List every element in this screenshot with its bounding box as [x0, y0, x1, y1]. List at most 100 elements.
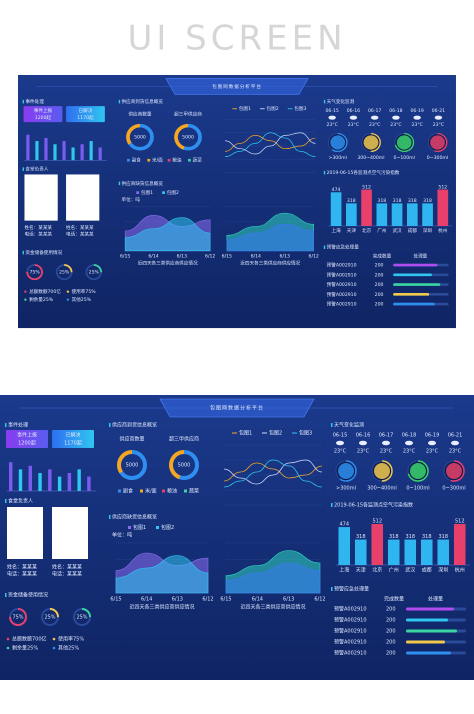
- legend-label: 总额数额700亿: [12, 636, 47, 643]
- x-tick-label: 天津: [356, 567, 366, 574]
- section-marker: [22, 99, 25, 104]
- legend-label: 副食: [132, 157, 142, 164]
- section-title: 2019-06-15各监测点空气污染指数: [334, 502, 413, 509]
- person-info: 电话：某某某: [66, 231, 94, 238]
- x-tick-label: 深圳: [423, 227, 433, 234]
- legend-label: 包图1: [239, 105, 251, 112]
- ring-arc: [327, 132, 348, 153]
- legend-label: 包图3: [294, 105, 306, 112]
- x-tick-label: 深圳: [438, 567, 448, 574]
- section-title: 供应商到货信息概览: [112, 422, 157, 429]
- person-photo: [66, 174, 100, 221]
- trend-line: [223, 462, 323, 482]
- value-label: 318: [423, 198, 432, 204]
- ring-arc: [335, 460, 357, 482]
- event-card: [23, 106, 63, 123]
- air-bar: [420, 539, 433, 565]
- legend-dot: [6, 637, 10, 641]
- x-tick-label: 6/13: [177, 254, 187, 260]
- progress-bar: [406, 640, 445, 644]
- legend-dot: [24, 290, 27, 293]
- x-tick-label: 广州: [389, 567, 399, 574]
- unit-label: 单位：吨: [112, 532, 132, 539]
- person-photo: [24, 174, 58, 221]
- area: [124, 217, 211, 252]
- air-bar: [391, 203, 403, 226]
- legend-label: 粮油: [167, 488, 177, 495]
- legend-label: 包图1: [239, 430, 252, 437]
- section-marker: [323, 170, 326, 175]
- x-tick-label: 6/14: [251, 254, 261, 260]
- row-name: 预警A002910: [334, 650, 367, 657]
- event-bar: [89, 141, 93, 161]
- legend-label: 蔬菜: [189, 488, 199, 495]
- x-tick-label: 6/12: [202, 597, 213, 603]
- section-title: 天气变化监测: [327, 98, 355, 105]
- ring-label: 75%: [12, 615, 23, 621]
- weather-icon: [434, 115, 443, 120]
- table-header: 完成数量: [384, 596, 404, 603]
- weather-date: 06-17: [379, 433, 394, 439]
- x-tick-label: 武汉: [405, 567, 415, 574]
- section-marker: [109, 423, 111, 427]
- row-name: 预警A002910: [334, 617, 367, 624]
- section-title: 食堂负责人: [8, 498, 33, 505]
- level-label: >300ml: [328, 155, 346, 161]
- section-marker: [331, 423, 333, 427]
- legend-dot: [66, 290, 70, 293]
- chart-caption: 近四天各三类供应商供应情况: [240, 260, 300, 267]
- weather-date: 06-16: [347, 108, 361, 114]
- event-bar: [71, 147, 75, 161]
- event-bar: [18, 469, 23, 491]
- event-card: [52, 430, 94, 448]
- chart-caption: 近四天各三类供应商供应情况: [138, 260, 198, 267]
- legend-label: 米/面: [152, 157, 163, 164]
- level-label: 300~400ml: [357, 155, 384, 161]
- legend-label: 副食: [123, 488, 133, 495]
- level-fill: [330, 135, 346, 150]
- trend-line: [223, 459, 323, 488]
- section-marker: [331, 503, 333, 507]
- value-label: 318: [438, 534, 448, 540]
- weather-icon: [349, 115, 358, 120]
- section-title: 资金储备使用情况: [8, 592, 48, 599]
- section-marker: [5, 593, 7, 597]
- row-done: 200: [375, 292, 384, 298]
- value-label: 474: [332, 187, 341, 193]
- ring-arc: [9, 608, 27, 626]
- weather-temp: 23°C: [334, 449, 347, 455]
- section-title: 预警应急处理量: [327, 244, 360, 251]
- row-done: 200: [386, 640, 396, 646]
- weather-icon: [370, 115, 379, 120]
- weather-date: 06-21: [448, 433, 463, 439]
- weather-date: 06-21: [432, 108, 446, 114]
- section-title: 食堂负责人: [25, 166, 49, 173]
- legend-dot: [52, 637, 56, 641]
- legend-label: 其他25%: [58, 645, 79, 652]
- x-tick-label: 上海: [339, 567, 349, 574]
- row-name: 预警A002910: [334, 639, 367, 646]
- ring-arc: [427, 132, 448, 153]
- x-tick-label: 杭州: [455, 567, 465, 574]
- air-bar: [437, 539, 450, 565]
- weather-temp: 23°C: [403, 449, 416, 455]
- weather-date: 06-15: [325, 108, 339, 114]
- x-tick-label: 6/15: [110, 597, 121, 603]
- donut-center: 5000: [134, 135, 146, 141]
- level-fill: [338, 463, 354, 479]
- chart-caption: 近四天各三类供应商供应情况: [129, 604, 194, 611]
- section-title: 预警应急处理量: [334, 586, 369, 593]
- section-marker: [5, 423, 7, 427]
- donut-center: 5000: [182, 135, 194, 141]
- legend-label: 包图1: [133, 524, 146, 531]
- event-bar: [57, 476, 62, 491]
- level-label: 0~300ml: [427, 155, 448, 161]
- x-tick-label: 北京: [362, 227, 372, 234]
- value-label: 512: [362, 184, 371, 190]
- event-bar: [38, 473, 42, 491]
- air-bar: [371, 524, 384, 565]
- weather-icon: [428, 440, 436, 446]
- event-bar: [53, 144, 57, 161]
- weather-icon: [392, 115, 400, 120]
